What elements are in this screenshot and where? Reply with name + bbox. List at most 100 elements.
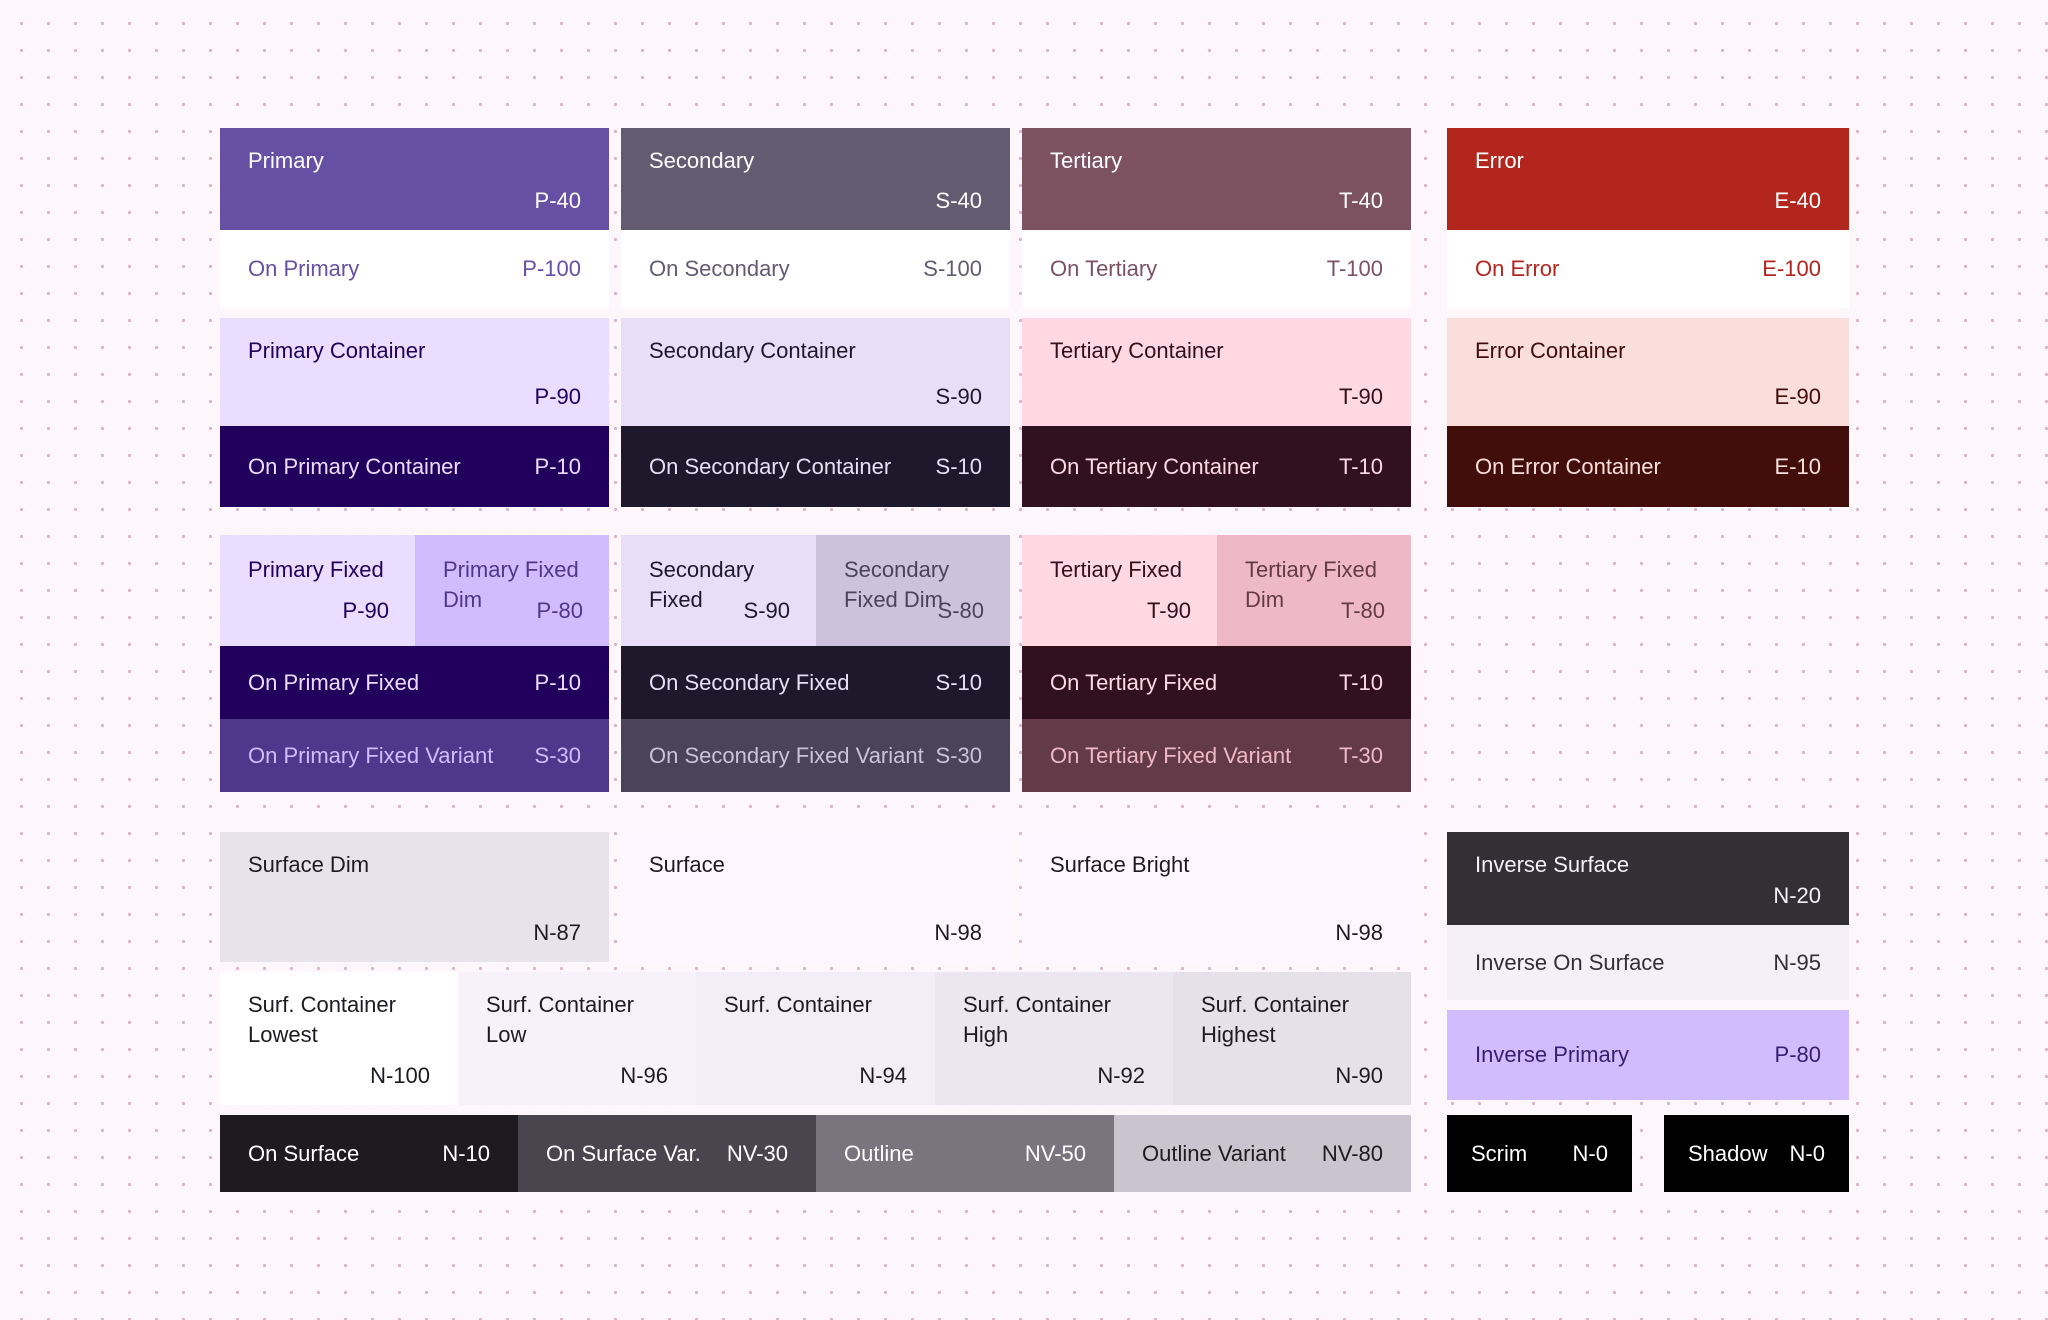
- swatch-value: NV-80: [1321, 1140, 1383, 1166]
- swatch-value: N-94: [859, 1063, 907, 1088]
- swatch-label: On Error: [1475, 256, 1560, 281]
- swatch-value: N-96: [620, 1063, 668, 1088]
- swatch-inverse-surface: Inverse Surface N-20: [1447, 832, 1849, 925]
- swatch-label: On Primary Fixed Variant: [248, 742, 494, 768]
- swatch-on-surface-variant: On Surface Var. NV-30: [518, 1115, 816, 1192]
- swatch-value: T-80: [1340, 598, 1385, 623]
- swatch-label: On Error Container: [1475, 453, 1661, 479]
- swatch-label: On Secondary Fixed: [649, 669, 850, 695]
- swatch-tertiary: Tertiary T-40: [1022, 128, 1411, 230]
- swatch-value: S-80: [937, 598, 984, 623]
- swatch-label: On Tertiary: [1050, 256, 1158, 281]
- swatch-value: P-80: [536, 598, 583, 623]
- swatch-value: S-90: [743, 598, 790, 623]
- swatch-value: N-0: [1572, 1140, 1608, 1166]
- swatch-value: N-98: [1335, 920, 1383, 945]
- swatch-label: On Surface: [248, 1140, 360, 1166]
- swatch-scrim: Scrim N-0: [1447, 1115, 1632, 1192]
- swatch-label: On Surface Var.: [546, 1140, 701, 1166]
- swatch-label: Surf. Container Lowest: [248, 992, 396, 1047]
- swatch-label: Surface Dim: [248, 852, 370, 877]
- swatch-value: NV-50: [1024, 1140, 1086, 1166]
- swatch-label: On Primary: [248, 256, 360, 281]
- swatch-surface-container-highest: Surf. Container Highest N-90: [1173, 972, 1411, 1105]
- swatch-inverse-primary: Inverse Primary P-80: [1447, 1010, 1849, 1100]
- swatch-label: Surf. Container Highest: [1201, 992, 1349, 1047]
- swatch-value: T-10: [1338, 669, 1383, 695]
- swatch-on-surface: On Surface N-10: [220, 1115, 518, 1192]
- swatch-value: T-10: [1338, 453, 1383, 479]
- swatch-value: T-40: [1338, 188, 1383, 213]
- swatch-value: P-40: [534, 188, 581, 213]
- swatch-inverse-on-surface: Inverse On Surface N-95: [1447, 925, 1849, 1000]
- swatch-on-tertiary-container: On Tertiary Container T-10: [1022, 426, 1411, 507]
- swatch-label: Tertiary Fixed Dim: [1245, 557, 1378, 612]
- swatch-label: Inverse On Surface: [1475, 949, 1665, 975]
- swatch-surface-container-high: Surf. Container High N-92: [935, 972, 1173, 1105]
- swatch-label: On Tertiary Fixed: [1050, 669, 1218, 695]
- swatch-label: On Tertiary Container: [1050, 453, 1259, 479]
- swatch-value: S-10: [935, 453, 982, 479]
- swatch-value: S-40: [935, 188, 982, 213]
- swatch-value: P-90: [342, 598, 389, 623]
- swatch-tertiary-fixed-dim: Tertiary Fixed Dim T-80: [1217, 535, 1411, 646]
- swatch-label: Tertiary: [1050, 148, 1123, 173]
- swatch-secondary-container: Secondary Container S-90: [621, 318, 1010, 426]
- swatch-outline: Outline NV-50: [816, 1115, 1114, 1192]
- swatch-value: P-10: [534, 453, 581, 479]
- swatch-label: Secondary Container: [649, 338, 856, 363]
- swatch-label: On Tertiary Fixed Variant: [1050, 742, 1292, 768]
- swatch-label: On Secondary Fixed Variant: [649, 742, 924, 768]
- swatch-label: On Secondary Container: [649, 453, 892, 479]
- swatch-on-primary-fixed-variant: On Primary Fixed Variant S-30: [220, 719, 609, 792]
- swatch-value: N-87: [533, 920, 581, 945]
- swatch-label: Primary Fixed Dim: [443, 557, 579, 612]
- swatch-label: Scrim: [1471, 1140, 1528, 1166]
- swatch-label: Surf. Container: [724, 992, 872, 1017]
- swatch-on-tertiary: On Tertiary T-100: [1022, 230, 1411, 308]
- swatch-primary-fixed-dim: Primary Fixed Dim P-80: [415, 535, 609, 646]
- swatch-label: Inverse Surface: [1475, 852, 1630, 877]
- swatch-surface: Surface N-98: [621, 832, 1010, 962]
- swatch-value: E-40: [1774, 188, 1821, 213]
- swatch-value: T-90: [1338, 384, 1383, 409]
- swatch-value: P-10: [534, 669, 581, 695]
- swatch-label: Error: [1475, 148, 1524, 173]
- swatch-on-primary-container: On Primary Container P-10: [220, 426, 609, 507]
- swatch-value: N-92: [1097, 1063, 1145, 1088]
- swatch-surface-bright: Surface Bright N-98: [1022, 832, 1411, 962]
- swatch-label: Primary Fixed: [248, 557, 384, 582]
- swatch-value: N-20: [1773, 883, 1821, 908]
- swatch-primary-fixed: Primary Fixed P-90: [220, 535, 415, 646]
- swatch-on-tertiary-fixed: On Tertiary Fixed T-10: [1022, 646, 1411, 719]
- swatch-shadow: Shadow N-0: [1664, 1115, 1849, 1192]
- swatch-value: N-100: [370, 1063, 430, 1088]
- swatch-on-secondary: On Secondary S-100: [621, 230, 1010, 308]
- swatch-label: Tertiary Fixed: [1050, 557, 1183, 582]
- swatch-label: Error Container: [1475, 338, 1626, 363]
- swatch-error-container: Error Container E-90: [1447, 318, 1849, 426]
- swatch-on-primary-fixed: On Primary Fixed P-10: [220, 646, 609, 719]
- swatch-value: N-10: [442, 1140, 490, 1166]
- swatch-on-error: On Error E-100: [1447, 230, 1849, 308]
- swatch-value: P-80: [1774, 1042, 1821, 1067]
- swatch-value: NV-30: [726, 1140, 788, 1166]
- swatch-value: N-0: [1789, 1140, 1825, 1166]
- swatch-label: On Primary Fixed: [248, 669, 420, 695]
- swatch-primary-container: Primary Container P-90: [220, 318, 609, 426]
- swatch-label: Primary: [248, 148, 324, 173]
- swatch-value: N-90: [1335, 1063, 1383, 1088]
- swatch-label: Secondary Fixed: [649, 557, 755, 612]
- swatch-value: S-10: [935, 669, 982, 695]
- swatch-value: E-100: [1762, 256, 1821, 281]
- swatch-on-primary: On Primary P-100: [220, 230, 609, 308]
- swatch-error: Error E-40: [1447, 128, 1849, 230]
- swatch-on-secondary-fixed-variant: On Secondary Fixed Variant S-30: [621, 719, 1010, 792]
- swatch-surface-container: Surf. Container N-94: [696, 972, 935, 1105]
- swatch-on-secondary-fixed: On Secondary Fixed S-10: [621, 646, 1010, 719]
- swatch-label: Inverse Primary: [1475, 1042, 1630, 1067]
- swatch-label: Surface Bright: [1050, 852, 1190, 877]
- swatch-value: S-30: [534, 742, 581, 768]
- swatch-value: E-90: [1774, 384, 1821, 409]
